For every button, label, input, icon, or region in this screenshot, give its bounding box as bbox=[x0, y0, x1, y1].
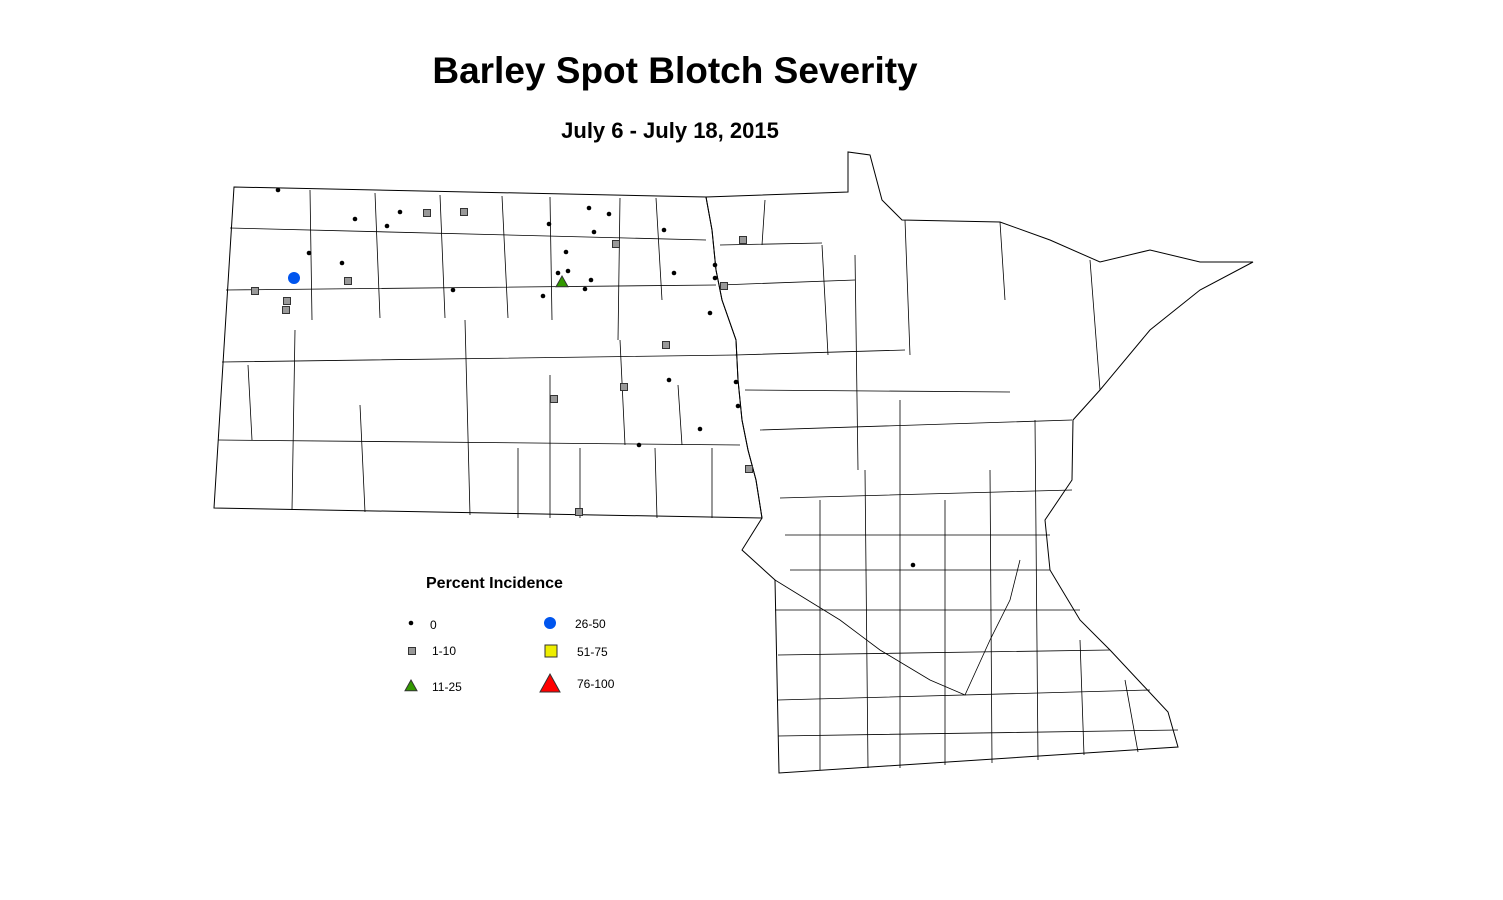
observation-marker-0 bbox=[697, 426, 703, 432]
observation-marker-0 bbox=[712, 275, 718, 281]
observation-marker-0 bbox=[661, 227, 667, 233]
minnesota-outline bbox=[705, 151, 1254, 774]
observation-marker-1-10 bbox=[460, 208, 468, 216]
observation-marker-0 bbox=[450, 287, 456, 293]
legend-symbol-26-50 bbox=[544, 617, 556, 629]
observation-marker-26-50 bbox=[288, 272, 300, 284]
map-title: Barley Spot Blotch Severity bbox=[432, 50, 918, 91]
observation-marker-0 bbox=[591, 229, 597, 235]
observation-marker-0 bbox=[606, 211, 612, 217]
observation-marker-1-10 bbox=[251, 287, 259, 295]
observation-marker-0 bbox=[540, 293, 546, 299]
legend-symbol-0 bbox=[408, 620, 414, 626]
observation-marker-0 bbox=[582, 286, 588, 292]
observation-markers bbox=[251, 187, 916, 568]
observation-marker-1-10 bbox=[344, 277, 352, 285]
legend-label-1-10: 1-10 bbox=[432, 644, 457, 658]
north-dakota-outline bbox=[213, 186, 763, 519]
legend-symbol-76-100 bbox=[539, 672, 561, 693]
legend-label-26-50: 26-50 bbox=[575, 617, 606, 631]
observation-marker-0 bbox=[588, 277, 594, 283]
observation-marker-1-10 bbox=[720, 282, 728, 290]
observation-marker-0 bbox=[636, 442, 642, 448]
observation-marker-0 bbox=[563, 249, 569, 255]
observation-marker-0 bbox=[735, 403, 741, 409]
observation-marker-1-10 bbox=[575, 508, 583, 516]
observation-marker-1-10 bbox=[620, 383, 628, 391]
legend-title: Percent Incidence bbox=[426, 575, 563, 592]
observation-marker-1-10 bbox=[423, 209, 431, 217]
map-subtitle: July 6 - July 18, 2015 bbox=[561, 118, 779, 143]
legend-symbols bbox=[404, 617, 561, 693]
observation-marker-0 bbox=[275, 187, 281, 193]
observation-marker-0 bbox=[707, 310, 713, 316]
observation-marker-0 bbox=[666, 377, 672, 383]
legend-label-51-75: 51-75 bbox=[577, 645, 608, 659]
observation-marker-0 bbox=[306, 250, 312, 256]
observation-marker-1-10 bbox=[745, 465, 753, 473]
legend-label-11-25: 11-25 bbox=[432, 680, 462, 694]
observation-marker-0 bbox=[352, 216, 358, 222]
legend-symbol-1-10 bbox=[408, 647, 416, 655]
county-lines bbox=[217, 189, 1179, 770]
observation-marker-1-10 bbox=[550, 395, 558, 403]
legend-label-76-100: 76-100 bbox=[577, 677, 615, 691]
observation-marker-0 bbox=[546, 221, 552, 227]
observation-marker-0 bbox=[397, 209, 403, 215]
observation-marker-1-10 bbox=[662, 341, 670, 349]
observation-marker-1-10 bbox=[612, 240, 620, 248]
observation-marker-1-10 bbox=[282, 306, 290, 314]
observation-marker-11-25 bbox=[555, 274, 569, 288]
observation-marker-1-10 bbox=[283, 297, 291, 305]
legend-symbol-11-25 bbox=[404, 678, 418, 692]
observation-marker-0 bbox=[586, 205, 592, 211]
observation-marker-0 bbox=[712, 262, 718, 268]
observation-marker-0 bbox=[565, 268, 571, 274]
observation-marker-0 bbox=[910, 562, 916, 568]
observation-marker-0 bbox=[555, 270, 561, 276]
observation-marker-0 bbox=[339, 260, 345, 266]
observation-marker-1-10 bbox=[739, 236, 747, 244]
observation-marker-0 bbox=[671, 270, 677, 276]
legend-symbol-51-75 bbox=[544, 644, 558, 658]
legend-label-0: 0 bbox=[430, 618, 437, 632]
observation-marker-0 bbox=[733, 379, 739, 385]
observation-marker-0 bbox=[384, 223, 390, 229]
